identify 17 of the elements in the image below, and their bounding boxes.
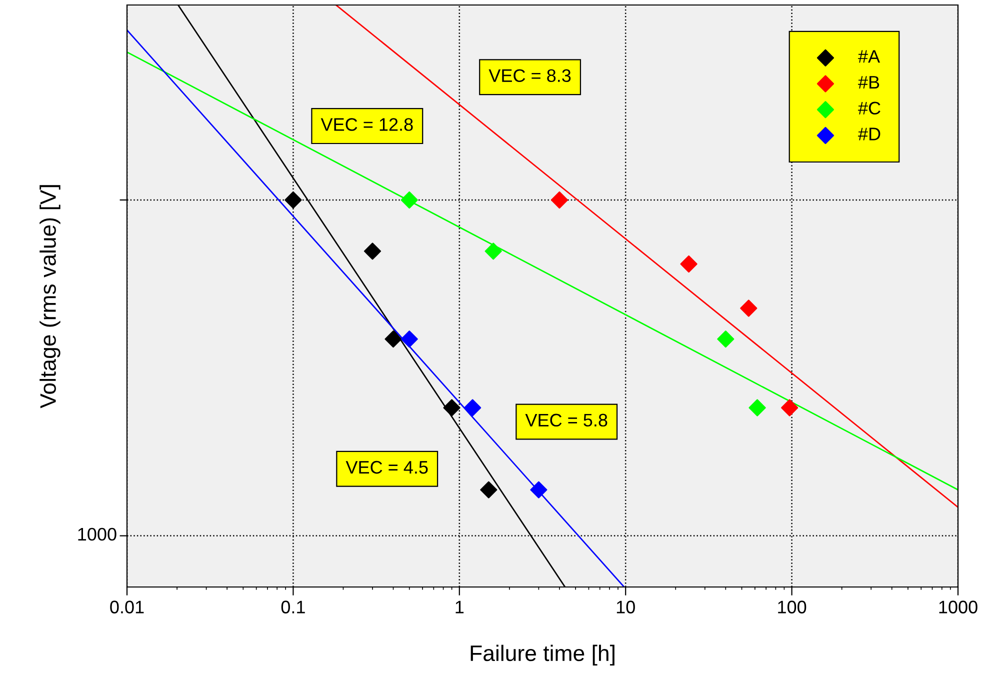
y-axis-title: Voltage (rms value) [V] [40, 185, 60, 408]
annotation: VEC = 12.8 [320, 118, 413, 131]
x-tick-label: 0.1 [281, 600, 305, 614]
x-tick-label: 10 [616, 600, 635, 614]
annotation: VEC = 8.3 [488, 69, 571, 82]
legend-label: #A [858, 50, 880, 63]
legend-label: #D [858, 128, 880, 140]
legend-label: #B [858, 76, 880, 88]
x-tick-label: 100 [778, 600, 806, 614]
x-tick-label: 1 [456, 600, 464, 614]
text: 1000 [78, 528, 116, 541]
legend-label: #C [858, 102, 880, 115]
x-tick-label: 1000 [939, 600, 978, 614]
annotation: VEC = 4.5 [346, 460, 428, 474]
x-tick-label: 0.01 [110, 600, 144, 614]
annotation: VEC = 5.8 [525, 414, 608, 427]
x-axis-title: Failure time [h] [470, 644, 614, 666]
